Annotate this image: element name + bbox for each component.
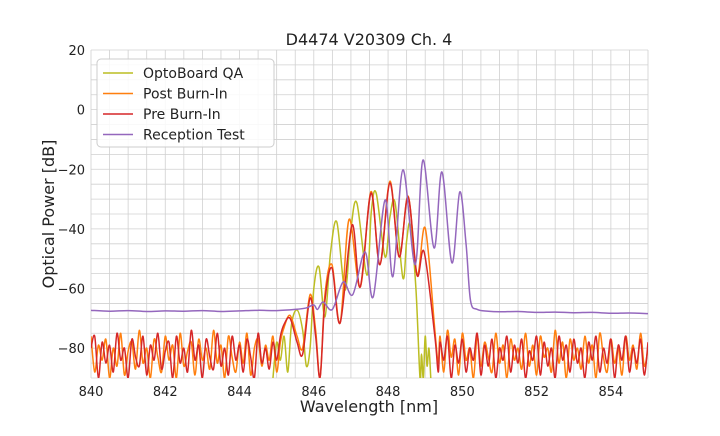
series-line-reception-test <box>91 159 648 315</box>
legend: OptoBoard QA Post Burn-In Pre Burn-In Recep… <box>96 58 275 148</box>
legend-box <box>96 58 275 148</box>
tick-labels: 840 842 844 846 848 850 852 854 −80 −60 −40 −20 0 20 <box>58 44 624 400</box>
y-tick-label: −60 <box>58 283 85 298</box>
x-tick-label: 840 <box>79 385 104 400</box>
chart-title: D4474 V20309 Ch. 4 <box>286 30 453 49</box>
x-tick-label: 848 <box>376 385 401 400</box>
y-tick-label: 0 <box>77 104 85 119</box>
y-tick-label: −80 <box>58 342 85 357</box>
x-tick-label: 844 <box>227 385 252 400</box>
y-tick-label: −40 <box>58 223 85 238</box>
x-tick-label: 842 <box>153 385 178 400</box>
y-axis-label: Optical Power [dB] <box>39 140 58 289</box>
series-line-optoboard-qa <box>272 190 432 378</box>
legend-label: Pre Burn-In <box>143 107 221 123</box>
x-axis-label: Wavelength [nm] <box>300 397 438 416</box>
y-tick-label: −20 <box>58 163 85 178</box>
legend-label: Reception Test <box>143 128 245 144</box>
series-lines <box>91 159 648 378</box>
legend-label: OptoBoard QA <box>143 66 244 82</box>
legend-label: Post Burn-In <box>143 87 228 103</box>
x-tick-label: 850 <box>450 385 475 400</box>
series-line-pre-burn-in <box>91 182 648 378</box>
x-tick-label: 852 <box>524 385 549 400</box>
y-tick-label: 20 <box>68 44 85 59</box>
x-tick-label: 846 <box>301 385 326 400</box>
x-tick-label: 854 <box>598 385 623 400</box>
